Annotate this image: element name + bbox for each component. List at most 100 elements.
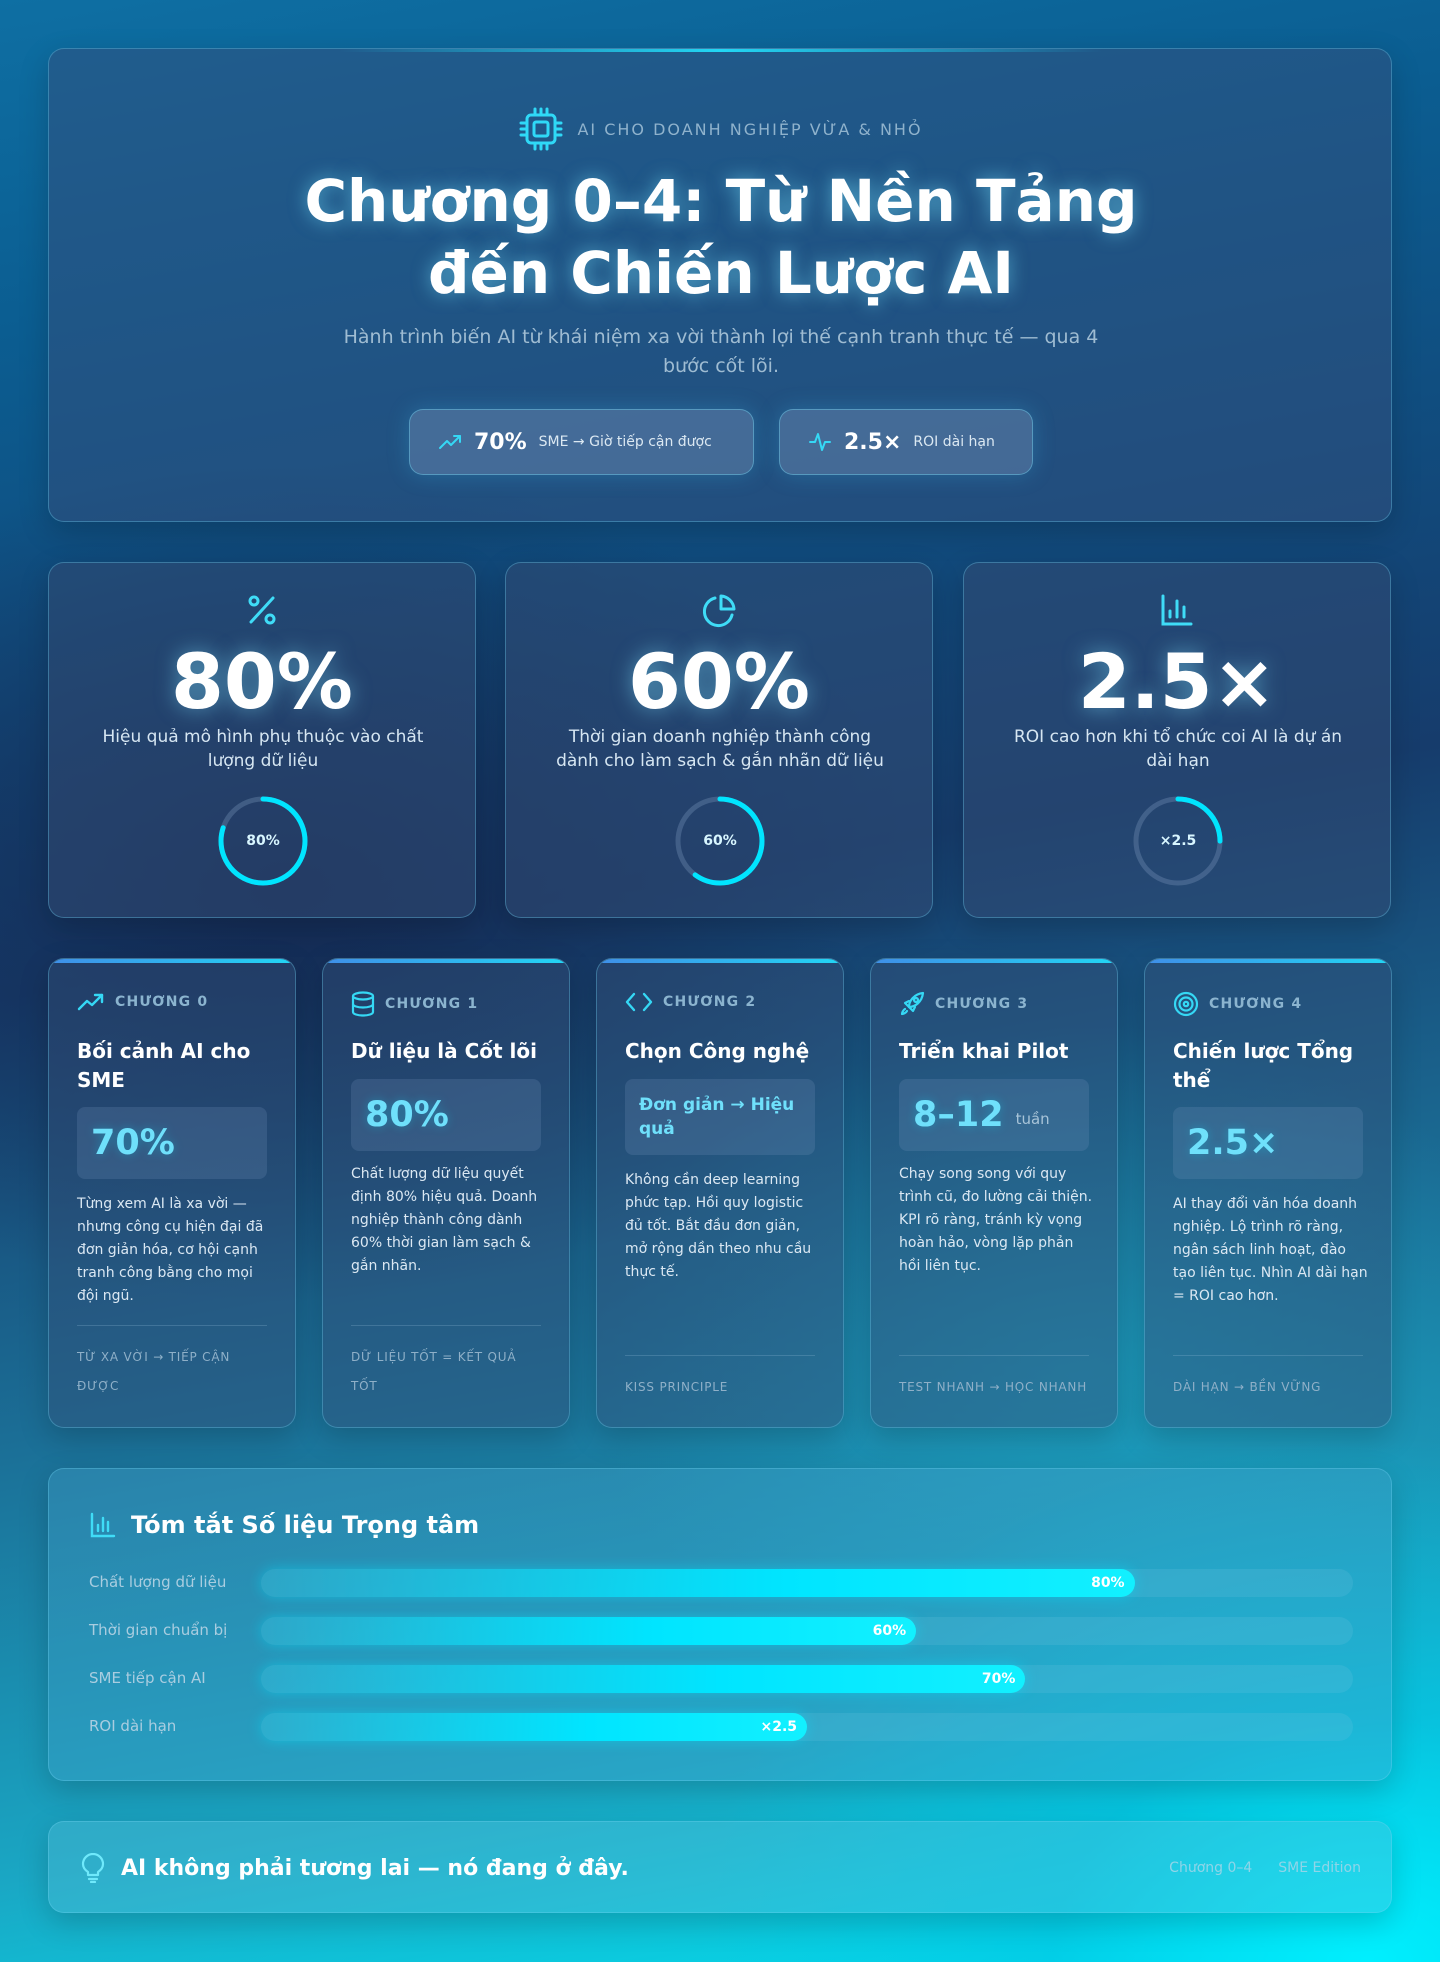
footer-message: AI không phải tương lai — nó đang ở đây. xyxy=(121,1855,629,1881)
card-accent-bar xyxy=(323,959,569,963)
chapter-title: Chiến lược Tổng thể xyxy=(1173,1039,1354,1092)
bar-value: ×2.5 xyxy=(760,1719,797,1735)
chapter-value: 2.5× xyxy=(1187,1123,1279,1163)
eyebrow-text: AI CHO DOANH NGHIỆP VỪA & NHỎ xyxy=(577,119,923,139)
bar-value: 60% xyxy=(872,1623,907,1639)
hero-accent-line xyxy=(339,49,1103,52)
database-icon xyxy=(351,991,375,1017)
bar-fill: 70% xyxy=(261,1665,1026,1693)
chapter-label: CHƯƠNG 3 xyxy=(935,996,1029,1012)
chapter-label: CHƯƠNG 0 xyxy=(115,994,209,1010)
chapter-metric: 8–12 tuần xyxy=(899,1079,1089,1151)
divider xyxy=(899,1355,1089,1356)
chapter-body: Chất lượng dữ liệu quyết định 80% hiệu q… xyxy=(351,1166,538,1274)
trending-up-icon xyxy=(77,993,104,1011)
page-title: Chương 0–4: Từ Nền Tảng đến Chiến Lược A… xyxy=(199,165,1243,309)
summary-bar-row: Thời gian chuẩn bị 60% xyxy=(89,1617,1353,1645)
footer-tag: Chương 0–4 xyxy=(1169,1860,1253,1876)
chapter-footer: DỮ LIỆU TỐT = KẾT QUẢ TỐT xyxy=(351,1350,517,1393)
hero-panel: AI CHO DOANH NGHIỆP VỪA & NHỎ Chương 0–4… xyxy=(48,48,1392,522)
ring-label: ×2.5 xyxy=(1159,833,1197,849)
chapter-card-4: CHƯƠNG 4 Chiến lược Tổng thể 2.5× AI tha… xyxy=(1144,958,1392,1428)
divider xyxy=(77,1325,267,1326)
footer-tag: SME Edition xyxy=(1278,1860,1361,1876)
chapter-label: CHƯƠNG 1 xyxy=(385,996,479,1012)
bar-value: 70% xyxy=(981,1671,1016,1687)
cpu-chip-icon xyxy=(519,107,563,151)
chapter-metric: 70% xyxy=(77,1107,267,1179)
chapter-body: Từng xem AI là xa vời — nhưng công cụ hi… xyxy=(77,1196,264,1304)
chapter-title: Bối cảnh AI cho SME xyxy=(77,1039,251,1092)
stat-card-data-quality: 80% Hiệu quả mô hình phụ thuộc vào chất … xyxy=(48,562,476,918)
bar-track: 70% xyxy=(261,1665,1353,1693)
bar-fill: 80% xyxy=(261,1569,1135,1597)
stat-value: 2.5× xyxy=(1077,637,1277,726)
chapter-body: Không cần deep learning phức tạp. Hồi qu… xyxy=(625,1172,812,1280)
rocket-icon xyxy=(900,991,925,1016)
stat-description: Thời gian doanh nghiệp thành công dành c… xyxy=(556,727,884,771)
divider xyxy=(351,1325,541,1326)
chapter-card-0: CHƯƠNG 0 Bối cảnh AI cho SME 70% Từng xe… xyxy=(48,958,296,1428)
chapter-card-1: CHƯƠNG 1 Dữ liệu là Cốt lõi 80% Chất lượ… xyxy=(322,958,570,1428)
bar-fill: ×2.5 xyxy=(261,1713,807,1741)
chapter-metric: 2.5× xyxy=(1173,1107,1363,1179)
progress-ring: 80% xyxy=(217,795,309,887)
bar-label: SME tiếp cận AI xyxy=(89,1669,206,1687)
bar-chart-icon xyxy=(1161,594,1193,626)
lightbulb-icon xyxy=(81,1853,105,1883)
stat-value: 80% xyxy=(171,637,353,726)
bar-label: Thời gian chuẩn bị xyxy=(89,1621,228,1639)
chapter-body: AI thay đổi văn hóa doanh nghiệp. Lộ trì… xyxy=(1173,1196,1368,1304)
chapter-value: Đơn giản → Hiệu quả xyxy=(639,1095,795,1139)
chapter-value: 8–12 xyxy=(913,1095,1004,1135)
bar-track: 60% xyxy=(261,1617,1353,1645)
stat-card-roi: 2.5× ROI cao hơn khi tổ chức coi AI là d… xyxy=(963,562,1391,918)
divider xyxy=(1173,1355,1363,1356)
chapter-metric: 80% xyxy=(351,1079,541,1151)
chapter-title: Triển khai Pilot xyxy=(899,1039,1069,1063)
ring-label: 60% xyxy=(703,833,737,849)
chapter-footer: DÀI HẠN → BỀN VỮNG xyxy=(1173,1380,1322,1394)
hero-subtitle: Hành trình biến AI từ khái niệm xa vời t… xyxy=(343,326,1099,377)
stat-pill-sme-access: 70% SME → Giờ tiếp cận được xyxy=(409,409,754,475)
trending-up-icon xyxy=(439,435,461,449)
bar-value: 80% xyxy=(1091,1575,1125,1591)
footer-banner: AI không phải tương lai — nó đang ở đây.… xyxy=(48,1821,1392,1913)
chapter-label: CHƯƠNG 4 xyxy=(1209,996,1303,1012)
bar-fill: 60% xyxy=(261,1617,917,1645)
summary-title: Tóm tắt Số liệu Trọng tâm xyxy=(131,1511,480,1539)
hero-eyebrow: AI CHO DOANH NGHIỆP VỪA & NHỎ xyxy=(49,107,1391,151)
pill-value: 2.5× xyxy=(844,429,902,455)
chapter-footer: TỪ XA VỜI → TIẾP CẬN ĐƯỢC xyxy=(77,1350,231,1393)
stat-pill-roi: 2.5× ROI dài hạn xyxy=(779,409,1033,475)
progress-ring: 60% xyxy=(674,795,766,887)
title-line-1: Chương 0–4: Từ Nền Tảng xyxy=(304,167,1138,235)
summary-bar-row: SME tiếp cận AI 70% xyxy=(89,1665,1353,1693)
chapter-title: Chọn Công nghệ xyxy=(625,1039,810,1063)
stat-description: ROI cao hơn khi tổ chức coi AI là dự án … xyxy=(1013,727,1343,771)
chapter-footer: TEST NHANH → HỌC NHANH xyxy=(899,1380,1088,1394)
chapter-value: 80% xyxy=(365,1095,449,1135)
summary-panel: Tóm tắt Số liệu Trọng tâm Chất lượng dữ … xyxy=(48,1468,1392,1781)
stat-value: 60% xyxy=(628,637,810,726)
chapter-label: CHƯƠNG 2 xyxy=(663,994,757,1010)
ring-label: 80% xyxy=(246,833,280,849)
title-line-2: đến Chiến Lược AI xyxy=(427,239,1015,307)
footer-message-row: AI không phải tương lai — nó đang ở đây. xyxy=(81,1822,629,1914)
card-accent-bar xyxy=(1145,959,1391,963)
chapter-value: 70% xyxy=(91,1123,175,1163)
chapter-body: Chạy song song với quy trình cũ, đo lườn… xyxy=(899,1166,1093,1274)
pulse-icon xyxy=(809,433,831,451)
pill-label: SME → Giờ tiếp cận được xyxy=(538,434,712,450)
bar-label: Chất lượng dữ liệu xyxy=(89,1573,227,1591)
summary-bar-row: ROI dài hạn ×2.5 xyxy=(89,1713,1353,1741)
card-accent-bar xyxy=(871,959,1117,963)
divider xyxy=(625,1355,815,1356)
progress-ring: ×2.5 xyxy=(1132,795,1224,887)
stat-description: Hiệu quả mô hình phụ thuộc vào chất lượn… xyxy=(102,727,424,771)
footer-tags: Chương 0–4 SME Edition xyxy=(1169,1822,1361,1914)
bar-track: ×2.5 xyxy=(261,1713,1353,1741)
summary-bar-row: Chất lượng dữ liệu 80% xyxy=(89,1569,1353,1597)
chapter-metric: Đơn giản → Hiệu quả xyxy=(625,1079,815,1155)
bar-chart-icon xyxy=(90,1512,116,1538)
